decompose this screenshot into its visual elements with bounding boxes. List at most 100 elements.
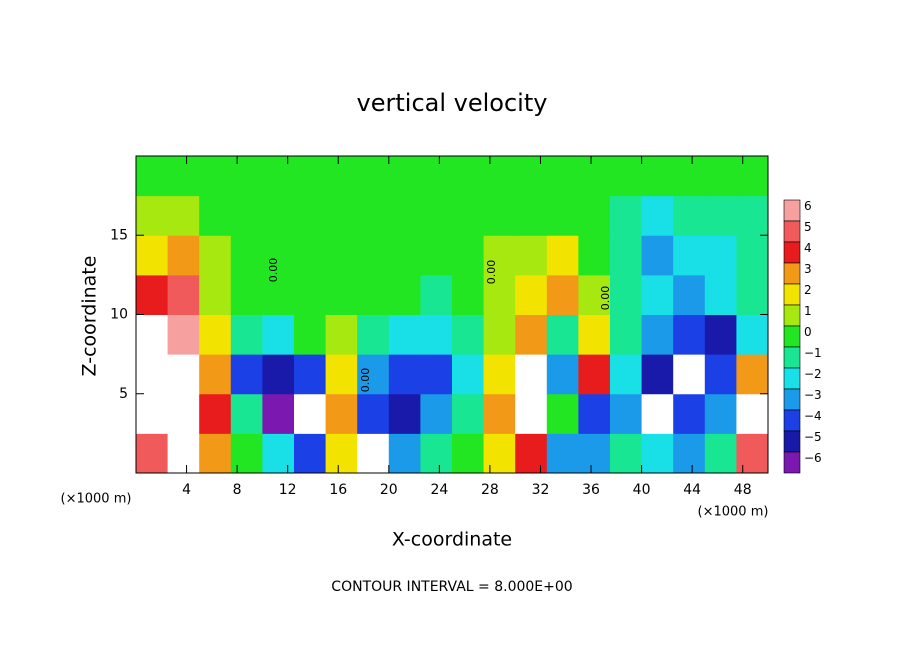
cell — [262, 274, 295, 315]
cell — [199, 354, 232, 395]
cell — [704, 433, 737, 474]
x-tick-label: 16 — [329, 482, 347, 498]
x-tick-label: 8 — [233, 482, 242, 498]
x-tick-label: 24 — [430, 482, 448, 498]
colorbar-label: 5 — [804, 220, 812, 234]
cell — [641, 393, 674, 434]
cell — [325, 354, 358, 395]
x-axis-label: X-coordinate — [392, 529, 512, 551]
y-tick-label: 5 — [119, 386, 128, 402]
cell — [420, 433, 453, 474]
cell — [357, 156, 390, 197]
cell — [483, 354, 516, 395]
cell — [230, 156, 263, 197]
cell — [704, 354, 737, 395]
cell — [420, 274, 453, 315]
cell — [610, 354, 643, 395]
cell — [483, 156, 516, 197]
cell — [199, 156, 232, 197]
cell — [167, 433, 200, 474]
cell — [420, 354, 453, 395]
colorbar-label: 1 — [804, 304, 812, 318]
cell — [546, 274, 579, 315]
cell — [736, 393, 769, 434]
cell — [325, 195, 358, 236]
colorbar-label: 2 — [804, 283, 812, 297]
colorbar-label: 3 — [804, 262, 812, 276]
cell — [515, 274, 548, 315]
cell — [388, 156, 421, 197]
cell — [294, 393, 327, 434]
cell — [578, 274, 611, 315]
cell — [483, 195, 516, 236]
cell — [167, 314, 200, 355]
cell — [230, 195, 263, 236]
cell — [262, 314, 295, 355]
colorbar-label: 6 — [804, 199, 812, 213]
cell — [136, 354, 169, 395]
cell — [610, 314, 643, 355]
colorbar-label: −4 — [804, 409, 822, 423]
colorbar-swatch — [783, 241, 801, 264]
cell — [546, 314, 579, 355]
cell — [704, 195, 737, 236]
y-tick-label: 15 — [110, 227, 128, 243]
cell — [515, 314, 548, 355]
cell — [610, 156, 643, 197]
x-tick-label: 40 — [633, 482, 651, 498]
x-tick-label: 36 — [582, 482, 600, 498]
cell — [199, 433, 232, 474]
cell — [294, 274, 327, 315]
cell — [388, 433, 421, 474]
cell — [610, 393, 643, 434]
cell — [452, 156, 485, 197]
cell — [546, 235, 579, 276]
cell — [578, 314, 611, 355]
cell — [452, 195, 485, 236]
cell — [167, 393, 200, 434]
chart-title: vertical velocity — [357, 89, 548, 117]
colorbar-swatch — [783, 304, 801, 327]
cell — [673, 195, 706, 236]
cell — [673, 393, 706, 434]
x-tick-label: 32 — [532, 482, 550, 498]
cell — [736, 156, 769, 197]
cell — [578, 354, 611, 395]
overlay: 4 8 12 16 20 24 28 32 36 40 44 48510150.000.000.000… — [110, 155, 822, 498]
cell — [325, 314, 358, 355]
cell — [294, 314, 327, 355]
cell — [294, 235, 327, 276]
cell — [736, 235, 769, 276]
x-tick-label: 44 — [683, 482, 701, 498]
cell — [136, 235, 169, 276]
cell — [420, 235, 453, 276]
cell — [578, 195, 611, 236]
cell — [294, 433, 327, 474]
cell — [294, 354, 327, 395]
cell — [230, 354, 263, 395]
footer: CONTOUR INTERVAL = 8.000E+00 — [331, 579, 572, 595]
cell — [357, 433, 390, 474]
colorbar-label: −2 — [804, 367, 822, 381]
cell — [262, 156, 295, 197]
colorbar-label: −3 — [804, 388, 822, 402]
cell — [420, 393, 453, 434]
x-tick-label: 48 — [734, 482, 752, 498]
cell — [673, 433, 706, 474]
cell — [578, 156, 611, 197]
x-tick-label: 12 — [279, 482, 297, 498]
cell — [483, 433, 516, 474]
cell — [136, 433, 169, 474]
contour-label: 0.00 — [267, 258, 280, 283]
cell — [641, 195, 674, 236]
cell — [388, 354, 421, 395]
cell — [357, 235, 390, 276]
colorbar-swatch — [783, 430, 801, 453]
cell — [641, 235, 674, 276]
cell — [483, 274, 516, 315]
cell — [325, 393, 358, 434]
y-tick-label: 10 — [110, 307, 128, 323]
cell — [736, 354, 769, 395]
cell — [610, 235, 643, 276]
